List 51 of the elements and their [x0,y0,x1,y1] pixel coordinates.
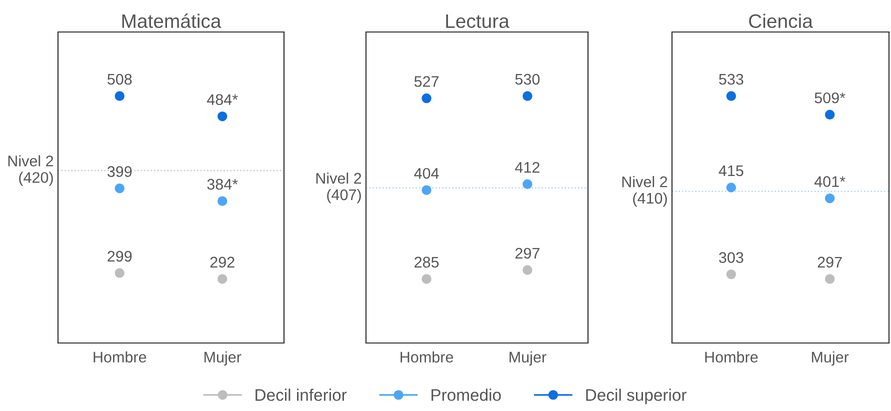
data-label: 303 [719,252,744,263]
x-tick-label: Hombre [705,351,758,363]
chart-title: Lectura [446,14,510,28]
x-tick-label: Mujer [510,351,546,366]
point [422,274,432,284]
point [824,193,835,204]
point [218,196,228,206]
point [522,179,532,189]
data-label: 415 [718,165,744,176]
data-label: 404 [414,168,439,179]
ref-line-label: Nivel 2 (407) [316,172,362,204]
point [114,91,124,101]
data-label: 299 [108,250,132,262]
point [824,110,835,120]
data-label: 530 [515,74,540,85]
point [726,269,736,280]
data-label: 297 [818,256,842,268]
data-label: 401* [814,176,846,187]
point [422,93,432,104]
point [824,274,835,284]
data-label: 285 [414,256,439,268]
data-label: 399 [107,166,132,177]
chart-title: Ciencia [749,14,813,28]
point [114,268,124,278]
data-label: 384* [207,178,238,190]
data-label: 509* [814,92,846,104]
point [422,185,432,195]
point [726,182,736,192]
legend-label: Decil superior [586,388,686,404]
legend-label: Promedio [432,388,501,401]
ref-line-label: Nivel 2 (420) [8,155,54,186]
data-label: 412 [515,162,540,173]
point [522,265,532,275]
point [726,91,736,101]
point [522,91,532,101]
point [114,183,124,194]
chart-title: Matemática [122,14,222,28]
data-label: 533 [719,74,744,85]
legend-label: Decil inferior [256,388,347,401]
x-tick-label: Mujer [204,351,242,366]
x-tick-label: Mujer [812,351,849,366]
x-tick-label: Hombre [94,351,146,363]
point [218,111,228,122]
data-label: 508 [108,74,132,85]
data-label: 484* [207,94,238,106]
x-tick-label: Hombre [400,351,454,363]
point [218,274,228,284]
data-label: 527 [414,76,439,87]
data-label: 297 [515,248,540,259]
data-label: 292 [210,256,234,268]
ref-line-label: Nivel 2 (410) [622,176,668,207]
